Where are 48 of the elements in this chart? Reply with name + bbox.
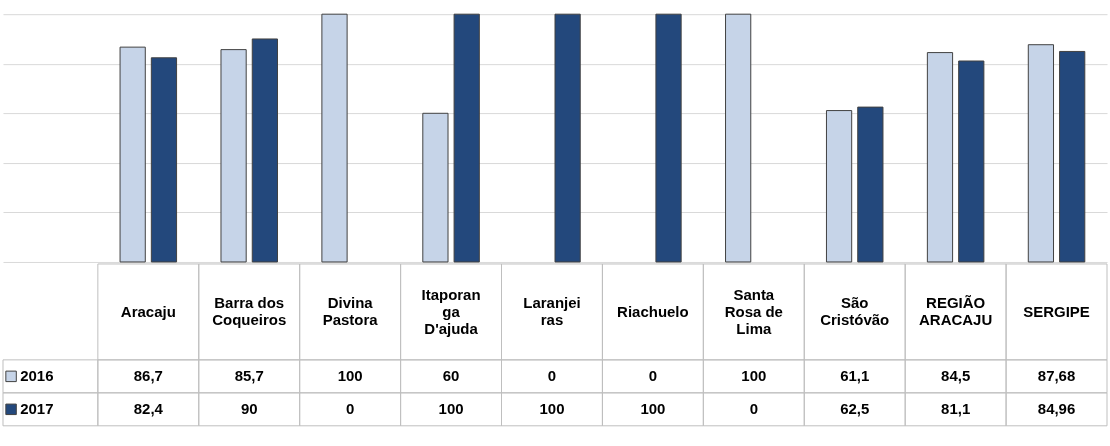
data-label: 61,1 <box>840 367 870 385</box>
x-tick-label: Riachuelo <box>617 302 689 320</box>
bar <box>220 49 247 263</box>
bar <box>1059 50 1086 263</box>
x-tick-label: Laranjeiras <box>523 294 581 329</box>
bar <box>926 52 954 263</box>
data-label: 100 <box>640 400 666 418</box>
x-tick-label: Aracaju <box>120 302 176 320</box>
data-label: 82,4 <box>133 400 164 418</box>
data-label: 60 <box>442 367 460 385</box>
bar <box>1027 44 1055 263</box>
bar <box>825 110 853 263</box>
bar <box>857 106 884 263</box>
data-label: 0 <box>547 367 557 385</box>
data-label: 100 <box>337 367 363 385</box>
bar <box>321 13 348 263</box>
x-tick-label: Divina Pastora <box>322 294 379 329</box>
bar <box>119 46 146 263</box>
x-tick-label: Barra dos Coqueiros <box>212 294 287 329</box>
data-label: 62,5 <box>840 400 870 418</box>
data-label: 90 <box>240 400 258 418</box>
data-label: 86,7 <box>133 367 163 385</box>
bar <box>453 13 480 263</box>
data-label: 87,68 <box>1037 367 1076 385</box>
data-label: 84,96 <box>1037 400 1076 418</box>
x-tick-label: REGIÃO ARACAJU <box>919 294 993 329</box>
data-label: 0 <box>648 367 658 385</box>
data-label: 85,7 <box>234 367 264 385</box>
data-label: 100 <box>438 400 464 418</box>
bar <box>150 57 178 263</box>
bar <box>958 60 985 263</box>
bar <box>251 38 278 263</box>
data-label: 100 <box>539 400 565 418</box>
bar <box>655 13 682 263</box>
x-tick-label: Itaporanga D'ajuda <box>421 285 481 337</box>
bar <box>422 112 449 263</box>
x-tick-label: SERGIPE <box>1023 302 1090 320</box>
data-label: 81,1 <box>941 400 971 418</box>
x-tick-label: São Cristóvão <box>820 294 890 329</box>
bar <box>554 13 581 263</box>
bar <box>725 13 752 263</box>
data-label: 100 <box>741 367 767 385</box>
data-label: 0 <box>345 400 355 418</box>
data-label: 84,5 <box>941 367 971 385</box>
legend-label: 2017 <box>20 400 54 418</box>
x-tick-label: Santa Rosa de Lima <box>724 285 783 337</box>
legend-label: 2016 <box>20 367 54 385</box>
data-label: 0 <box>749 400 758 418</box>
